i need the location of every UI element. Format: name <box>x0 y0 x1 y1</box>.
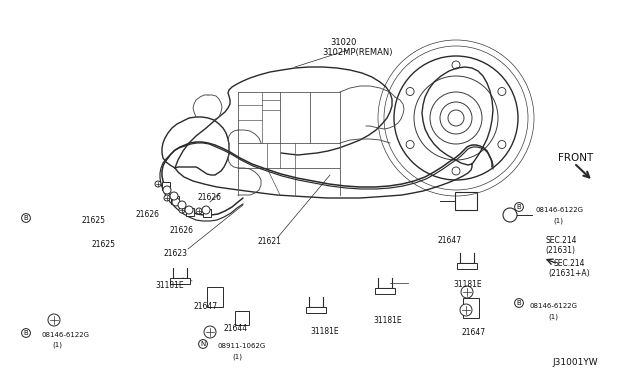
Text: B: B <box>24 215 28 221</box>
Circle shape <box>503 208 517 222</box>
Text: 08911-1062G: 08911-1062G <box>218 343 266 349</box>
Bar <box>463 298 479 318</box>
Text: N: N <box>200 341 205 347</box>
Bar <box>170 278 190 284</box>
Text: 21647: 21647 <box>193 302 217 311</box>
Text: 08146-6122G: 08146-6122G <box>535 207 583 213</box>
Text: B: B <box>516 204 522 210</box>
Text: (1): (1) <box>553 217 563 224</box>
Circle shape <box>172 198 180 206</box>
Bar <box>457 263 477 269</box>
Bar <box>455 192 477 210</box>
Circle shape <box>202 206 210 214</box>
Text: 31181E: 31181E <box>155 281 184 290</box>
Bar <box>186 208 194 216</box>
Text: 21623: 21623 <box>163 249 187 258</box>
Text: 21647: 21647 <box>462 328 486 337</box>
Text: 21647: 21647 <box>437 236 461 245</box>
Text: FRONT: FRONT <box>558 153 593 163</box>
Text: 21625: 21625 <box>92 240 116 249</box>
Bar <box>235 311 249 325</box>
Text: 31181E: 31181E <box>310 327 339 336</box>
Circle shape <box>155 181 161 187</box>
Circle shape <box>196 208 202 214</box>
Text: 31181E: 31181E <box>453 280 482 289</box>
Circle shape <box>164 195 170 201</box>
Text: 21621: 21621 <box>258 237 282 246</box>
Text: 08146-6122G: 08146-6122G <box>42 332 90 338</box>
Bar <box>207 287 223 307</box>
Circle shape <box>178 201 186 209</box>
Bar <box>203 209 211 217</box>
Text: SEC.214: SEC.214 <box>545 236 577 245</box>
Text: (1): (1) <box>548 313 558 320</box>
Text: (21631): (21631) <box>545 246 575 255</box>
Circle shape <box>48 314 60 326</box>
Circle shape <box>170 192 178 200</box>
Text: 3102MP(REMAN): 3102MP(REMAN) <box>322 48 392 57</box>
Text: B: B <box>516 300 522 306</box>
Text: (21631+A): (21631+A) <box>548 269 589 278</box>
Text: SEC.214: SEC.214 <box>553 259 584 268</box>
Text: (1): (1) <box>52 342 62 349</box>
Circle shape <box>460 304 472 316</box>
Bar <box>162 182 170 190</box>
Text: J31001YW: J31001YW <box>552 358 598 367</box>
Text: B: B <box>24 330 28 336</box>
Circle shape <box>185 206 193 214</box>
Bar <box>306 307 326 313</box>
Bar <box>375 288 395 294</box>
Text: 21644: 21644 <box>224 324 248 333</box>
Text: 31020: 31020 <box>330 38 356 47</box>
Text: 08146-6122G: 08146-6122G <box>530 303 578 309</box>
Text: 21625: 21625 <box>82 216 106 225</box>
Circle shape <box>163 186 171 194</box>
Bar <box>171 196 179 204</box>
Circle shape <box>179 207 185 213</box>
Text: 21626: 21626 <box>136 210 160 219</box>
Text: (1): (1) <box>232 353 242 359</box>
Text: 21626: 21626 <box>198 193 222 202</box>
Circle shape <box>461 286 473 298</box>
Circle shape <box>204 326 216 338</box>
Text: 31181E: 31181E <box>373 316 402 325</box>
Text: 21626: 21626 <box>170 226 194 235</box>
